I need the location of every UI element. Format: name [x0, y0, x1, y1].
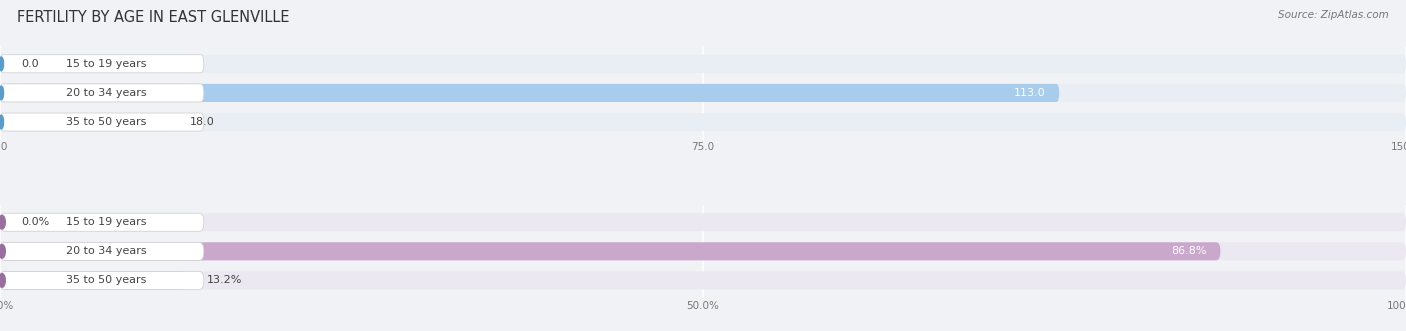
Text: Source: ZipAtlas.com: Source: ZipAtlas.com — [1278, 10, 1389, 20]
FancyBboxPatch shape — [0, 55, 204, 73]
FancyBboxPatch shape — [0, 84, 1059, 102]
Text: 15 to 19 years: 15 to 19 years — [66, 217, 146, 227]
Circle shape — [0, 273, 6, 287]
FancyBboxPatch shape — [0, 213, 204, 231]
Text: FERTILITY BY AGE IN EAST GLENVILLE: FERTILITY BY AGE IN EAST GLENVILLE — [17, 10, 290, 25]
FancyBboxPatch shape — [0, 113, 1406, 131]
FancyBboxPatch shape — [0, 271, 186, 289]
Circle shape — [0, 57, 4, 71]
FancyBboxPatch shape — [0, 84, 204, 102]
FancyBboxPatch shape — [0, 55, 1406, 73]
FancyBboxPatch shape — [0, 84, 1406, 102]
Circle shape — [0, 115, 4, 129]
Text: 18.0: 18.0 — [190, 117, 215, 127]
Text: 113.0: 113.0 — [1014, 88, 1045, 98]
Text: 15 to 19 years: 15 to 19 years — [66, 59, 146, 69]
Text: 0.0: 0.0 — [21, 59, 39, 69]
Text: 35 to 50 years: 35 to 50 years — [66, 117, 146, 127]
FancyBboxPatch shape — [0, 113, 204, 131]
Text: 20 to 34 years: 20 to 34 years — [66, 88, 146, 98]
Text: 20 to 34 years: 20 to 34 years — [66, 246, 146, 256]
FancyBboxPatch shape — [0, 271, 1406, 289]
Text: 86.8%: 86.8% — [1171, 246, 1206, 256]
Circle shape — [0, 215, 6, 229]
FancyBboxPatch shape — [0, 242, 1220, 260]
FancyBboxPatch shape — [0, 271, 204, 289]
Circle shape — [0, 86, 4, 100]
FancyBboxPatch shape — [0, 242, 204, 260]
FancyBboxPatch shape — [0, 113, 169, 131]
Text: 35 to 50 years: 35 to 50 years — [66, 275, 146, 285]
Text: 13.2%: 13.2% — [207, 275, 242, 285]
Text: 0.0%: 0.0% — [21, 217, 49, 227]
Circle shape — [0, 245, 6, 258]
FancyBboxPatch shape — [0, 242, 1406, 260]
FancyBboxPatch shape — [0, 213, 1406, 231]
